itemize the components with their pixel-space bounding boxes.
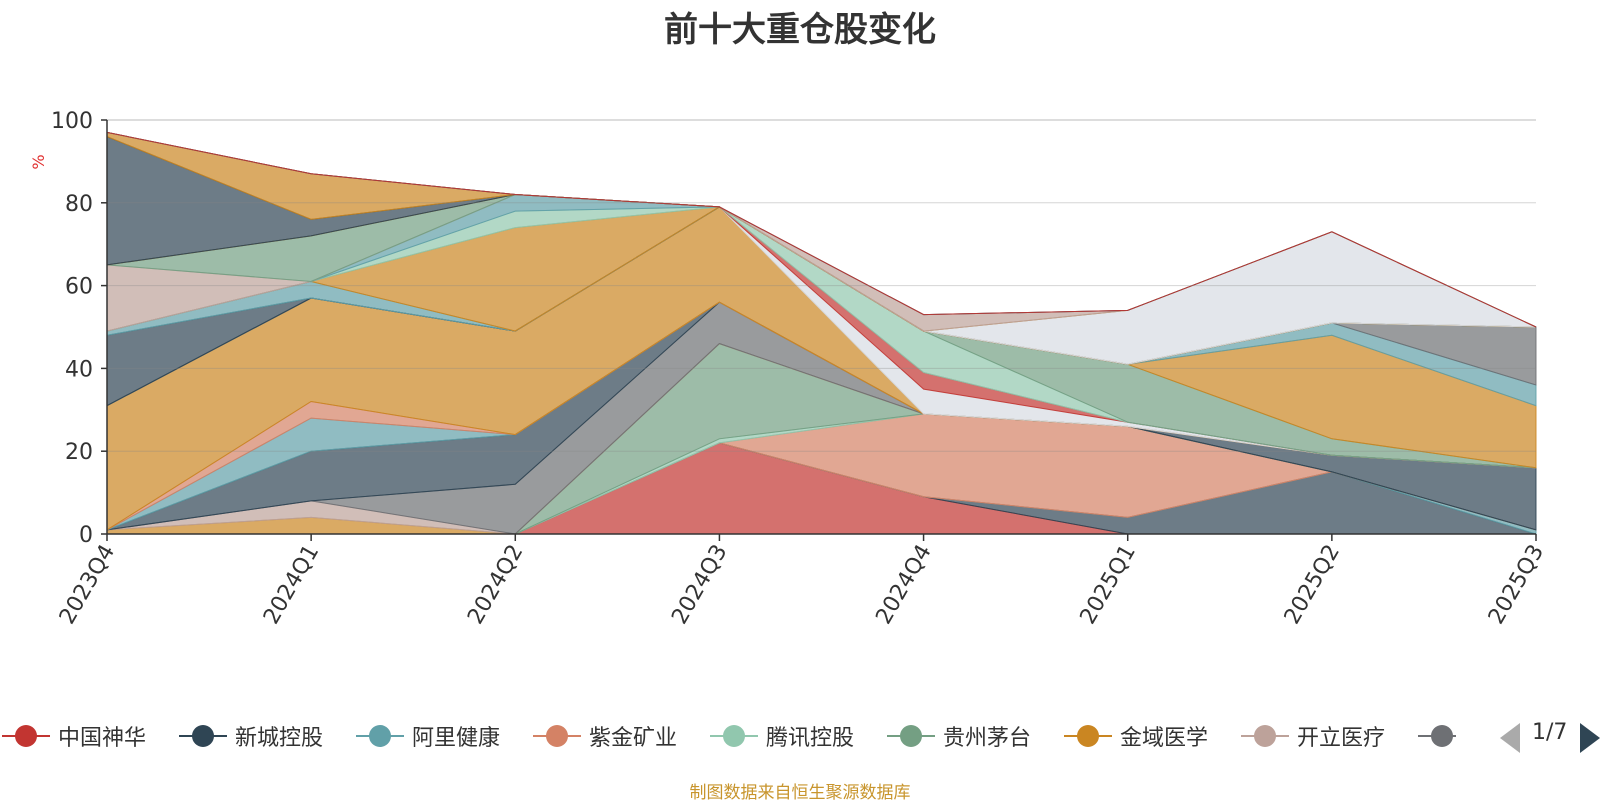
legend-label: 腾讯控股 (766, 726, 855, 751)
x-tick-label-6: 2025Q2 (1280, 541, 1345, 629)
legend-item-0[interactable]: 中国神华 (0, 718, 146, 754)
gridlines (107, 119, 1536, 452)
y-tick-label-5: 100 (51, 109, 93, 134)
legend-item-2[interactable]: 阿里健康 (354, 718, 500, 754)
legend-item-3[interactable]: 紫金矿业 (531, 718, 677, 754)
legend: 中国神华 新城控股 阿里健康 紫金矿业 腾讯控股 贵州茅台 金域医学 开立医疗 1/7 (0, 718, 1600, 754)
x-tick-label-5: 2025Q1 (1076, 541, 1141, 629)
legend-label: 开立医疗 (1297, 726, 1386, 751)
legend-marker-icon (708, 718, 760, 754)
legend-label: 新城控股 (235, 726, 324, 751)
legend-prev-page-button[interactable] (1500, 723, 1520, 753)
legend-marker-icon (177, 718, 229, 754)
y-axis-label: % (29, 154, 48, 169)
legend-marker-icon (354, 718, 406, 754)
source-note: 制图数据来自恒生聚源数据库 (689, 783, 911, 803)
legend-item-6[interactable]: 金域医学 (1062, 718, 1208, 754)
legend-items: 中国神华 新城控股 阿里健康 紫金矿业 腾讯控股 贵州茅台 金域医学 开立医疗 (0, 718, 1456, 754)
x-tick-label-1: 2024Q1 (259, 541, 324, 629)
x-tick-label-0: 2023Q4 (55, 541, 120, 629)
legend-item-8[interactable] (1416, 718, 1456, 754)
legend-label: 紫金矿业 (589, 726, 678, 751)
chart-title: 前十大重仓股变化 (664, 10, 936, 50)
legend-marker-icon (1416, 718, 1456, 754)
x-tick-label-2: 2024Q2 (463, 541, 528, 629)
y-tick-label-0: 0 (79, 523, 93, 548)
legend-marker-icon (531, 718, 583, 754)
y-tick-label-4: 80 (65, 192, 93, 217)
y-tick-label-2: 40 (65, 357, 93, 382)
legend-label: 金域医学 (1120, 726, 1209, 751)
legend-label: 中国神华 (58, 726, 147, 751)
area-layers (106, 131, 1537, 535)
legend-marker-icon (885, 718, 937, 754)
legend-label: 阿里健康 (412, 726, 501, 751)
legend-next-page-button[interactable] (1580, 723, 1600, 753)
area-series-34 (106, 131, 1537, 328)
legend-item-1[interactable]: 新城控股 (177, 718, 323, 754)
legend-marker-icon (1239, 718, 1291, 754)
y-tick-label-1: 20 (65, 440, 93, 465)
legend-marker-icon (0, 718, 52, 754)
x-tick-label-7: 2025Q3 (1484, 541, 1549, 629)
legend-pager: 1/7 (1500, 718, 1600, 754)
y-tick-label-3: 60 (65, 275, 93, 300)
legend-page-indicator: 1/7 (1532, 720, 1568, 745)
legend-marker-icon (1062, 718, 1114, 754)
legend-item-7[interactable]: 开立医疗 (1239, 718, 1385, 754)
legend-item-4[interactable]: 腾讯控股 (708, 718, 854, 754)
legend-label: 贵州茅台 (943, 726, 1032, 751)
x-tick-label-4: 2024Q4 (871, 541, 936, 629)
chart-plot: 0 20 40 60 80 100 2023Q4 2024Q1 2024Q2 2024Q3 2024… (29, 109, 1549, 629)
legend-item-5[interactable]: 贵州茅台 (885, 718, 1031, 754)
x-tick-label-3: 2024Q3 (667, 541, 732, 629)
